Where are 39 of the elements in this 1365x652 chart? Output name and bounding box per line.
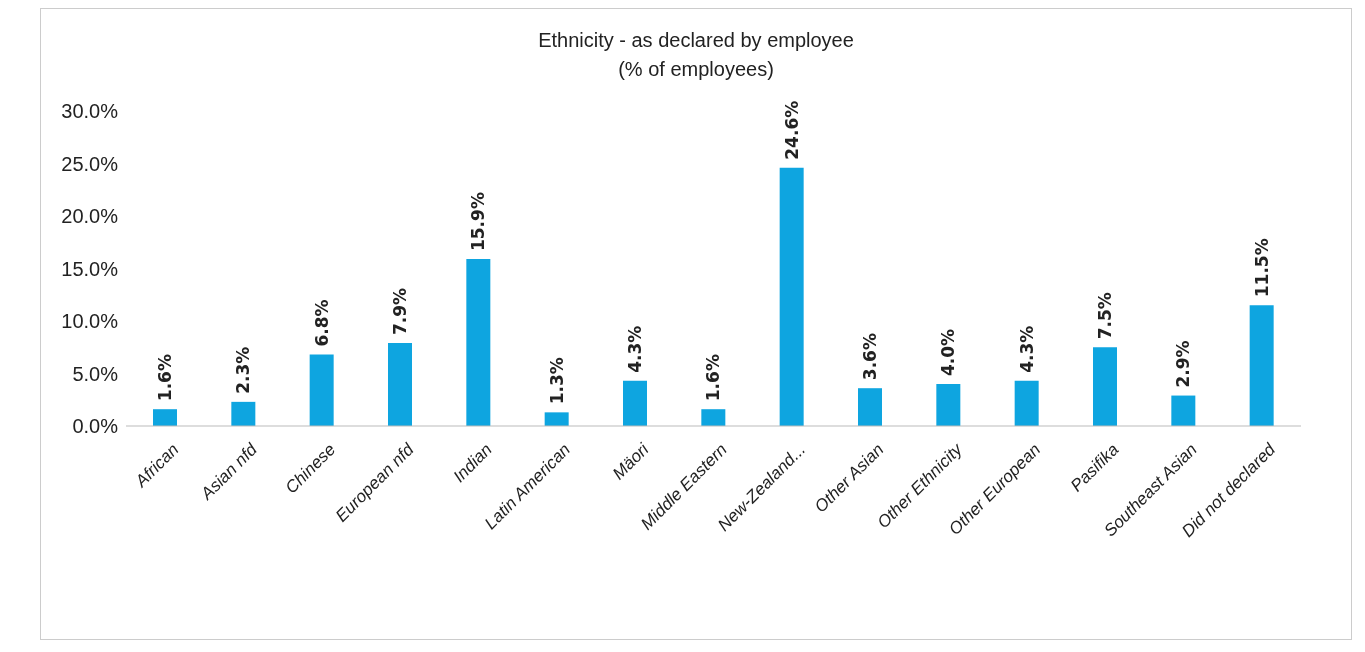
bar [701,409,726,426]
data-label: 11.5% [1251,238,1272,298]
data-label: 4.3% [625,325,645,373]
bar [388,343,412,426]
data-label: 24.6% [781,100,802,160]
y-tick-label: 5.0% [72,362,119,385]
y-tick-label: 15.0% [61,257,119,280]
data-label: 6.8% [311,299,332,347]
bar [779,167,804,426]
data-label: 7.5% [1095,292,1115,340]
bar [1014,380,1039,426]
bar [936,384,961,426]
bar [231,401,256,426]
bar [1171,395,1196,426]
bar [153,409,177,426]
chart-subtitle: (% of employees) [617,58,775,81]
bar [858,388,882,426]
data-label: 7.9% [390,287,410,336]
bar [1093,347,1117,426]
data-label: 1.3% [546,357,567,405]
data-label: 1.6% [703,354,724,402]
data-label: 1.6% [155,354,175,402]
y-tick-label: 30.0% [61,100,119,123]
bar [1249,305,1274,426]
bar [309,354,334,426]
data-label: 2.9% [1173,340,1194,388]
y-tick-label: 0.0% [72,415,119,438]
data-label: 2.3% [233,346,254,394]
y-tick-label: 25.0% [61,152,119,175]
y-tick-label: 20.0% [61,205,119,228]
data-label: 15.9% [468,192,489,252]
data-label: 3.6% [860,333,880,381]
data-label: 4.3% [1016,325,1037,373]
data-label: 4.0% [938,328,959,376]
bar [623,380,647,426]
chart-title: Ethnicity - as declared by employee [537,29,855,52]
bar [466,259,491,426]
bar [544,412,569,426]
y-tick-label: 10.0% [61,310,119,333]
